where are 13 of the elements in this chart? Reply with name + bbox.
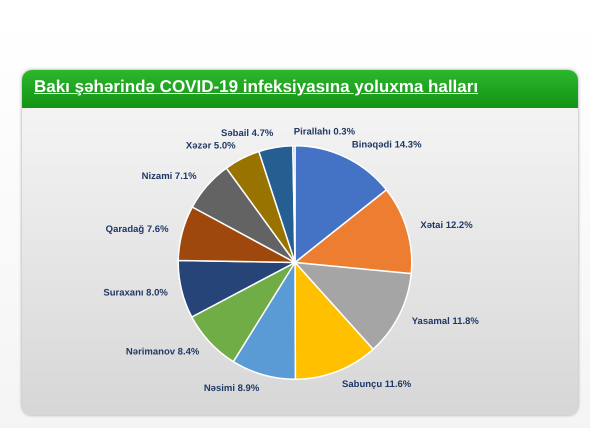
slice-label: Xəzər 5.0% [186, 140, 236, 152]
chart-title: Bakı şəhərində COVID-19 infeksiyasına yoluxma halları [34, 77, 478, 97]
slice-label: Nizami 7.1% [142, 171, 198, 182]
slice-label: Pirallahı 0.3% [294, 126, 356, 138]
slice-label: Binəqədi 14.3% [352, 139, 422, 150]
slice-label: Nəsimi 8.9% [204, 382, 260, 394]
slice-label: Suraxanı 8.0% [103, 287, 168, 298]
slice-label: Yasamal 11.8% [412, 316, 480, 327]
slice-label: Qaradağ 7.6% [106, 224, 170, 235]
slice-label: Səbail 4.7% [221, 128, 274, 140]
slice-label: Xətai 12.2% [420, 220, 474, 232]
slice-label: Sabunçu 11.6% [342, 379, 412, 390]
slice-label: Nərimanov 8.4% [126, 346, 200, 358]
